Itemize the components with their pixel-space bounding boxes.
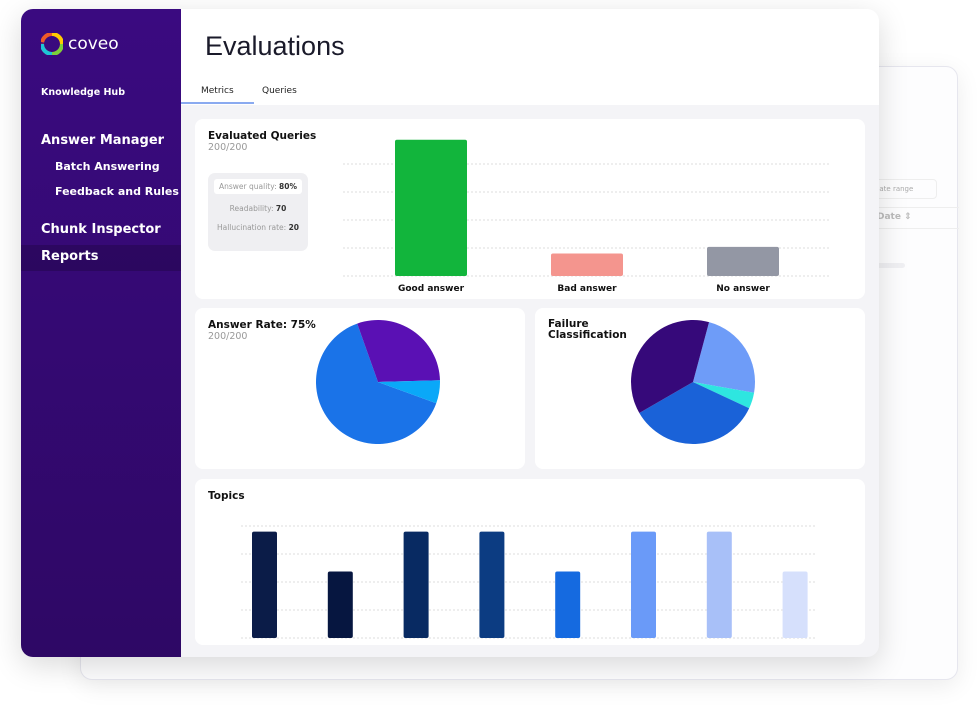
hallucination-value: 20 [288,223,300,232]
pie-slice [378,380,440,404]
quality-metrics: Answer quality: 80% Readability: 70 Hall… [208,173,308,251]
date-column-header[interactable]: Date ⇕ [861,207,959,229]
bar-label: Bad answer [557,284,617,294]
answer-rate-card: Answer Rate: 75% 200/200 [195,308,525,469]
app-window: coveo Knowledge Hub Answer Manager Batch… [21,9,879,657]
readability-label: Readability: [229,204,274,213]
coveo-logo: coveo [41,33,119,55]
page-title: Evaluations [205,31,345,61]
bar [252,531,277,638]
sidebar: coveo Knowledge Hub Answer Manager Batch… [21,9,181,657]
nav-chunk-inspector[interactable]: Chunk Inspector [41,222,161,237]
bar [327,571,353,638]
pie-slice [631,320,710,413]
column-label: Date [877,212,901,222]
placeholder-bar [877,263,905,268]
section-knowledge-hub[interactable]: Knowledge Hub [41,87,125,98]
card-count: 200/200 [208,331,248,342]
bar [555,571,581,638]
pie-slice [357,320,440,382]
sort-icon: ⇕ [904,212,912,222]
answer-quality-label: Answer quality: [219,182,277,191]
answer-quality-value: 80% [279,182,297,191]
bar [551,253,623,276]
hallucination-label: Hallucination rate: [216,223,287,232]
tab-metrics[interactable]: Metrics [181,85,254,104]
bar [707,246,779,276]
header: Evaluations Metrics Queries [181,9,879,105]
pie-slice [693,322,755,393]
bar [403,531,429,638]
bar [395,139,467,276]
nav-reports[interactable]: Reports [41,249,99,264]
nav-answer-manager[interactable]: Answer Manager [41,133,165,148]
pie-slice [693,382,755,409]
tab-queries[interactable]: Queries [262,86,297,96]
bar-label: Good answer [398,284,465,294]
failure-pie [631,320,755,444]
topics-bar-chart [241,525,817,639]
pie-slice [639,382,750,444]
main-content: Evaluations Metrics Queries Evaluated Qu… [181,9,879,657]
brand-name: coveo [68,34,119,54]
bar [631,531,656,638]
coveo-logo-icon [41,33,63,55]
failure-classification-card: Failure Classification [535,308,865,469]
pie-slice [316,323,437,444]
bar [479,531,505,638]
answer-rate-pie [316,320,440,444]
readability-value: 70 [275,204,287,213]
bar-label: No answer [716,284,770,294]
bar [706,531,732,638]
topics-card: Topics [195,479,865,645]
card-title: Evaluated Queries [208,130,317,142]
card-title: Topics [208,490,245,502]
nav-batch-answering[interactable]: Batch Answering [55,160,160,173]
card-title: Answer Rate: 75% [208,319,316,331]
evaluated-bar-chart: Good answer Bad answer No answer [343,139,829,294]
card-count: 200/200 [208,142,248,153]
selected-highlight [21,245,181,271]
card-title: Failure Classification [548,318,627,341]
evaluated-queries-card: Evaluated Queries 200/200 Answer quality… [195,119,865,299]
nav-feedback-rules[interactable]: Feedback and Rules [55,185,179,198]
bar [782,571,808,638]
